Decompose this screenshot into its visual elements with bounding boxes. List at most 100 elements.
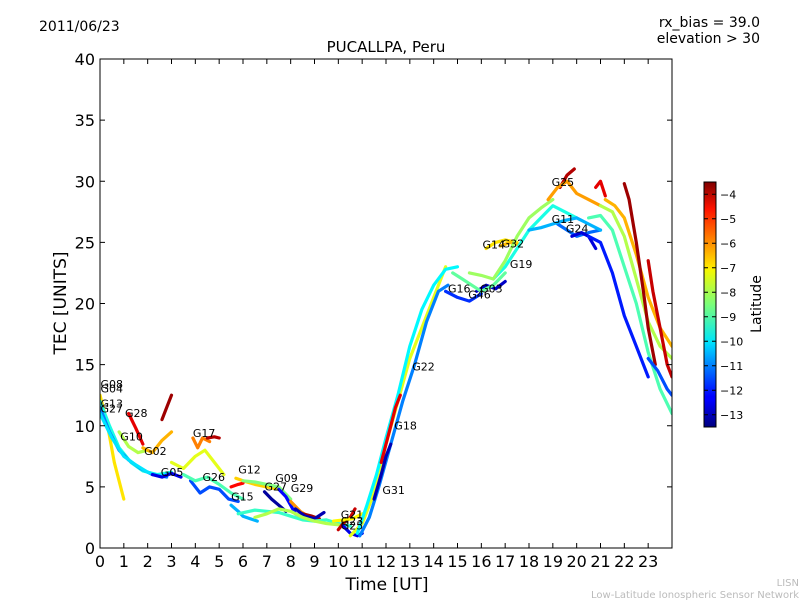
x-axis: 0 1 2 3 4 5 6 7 8 9 10 11 12 13 14 15 16 17 18 19 20 21 22 23 bbox=[95, 59, 658, 571]
x-tick-label: 14 bbox=[423, 552, 443, 571]
x-tick-label: 9 bbox=[309, 552, 319, 571]
elevation-label: elevation > 30 bbox=[657, 31, 760, 47]
satellite-label-g25: G25 bbox=[341, 520, 364, 533]
satellite-label-g05: G05 bbox=[161, 466, 184, 479]
satellite-label-g14: G14 bbox=[483, 239, 506, 252]
y-tick-label: 10 bbox=[75, 417, 95, 436]
x-tick-label: 3 bbox=[166, 552, 176, 571]
colorbar-tick-label: −12 bbox=[720, 384, 743, 397]
series-line-d8 bbox=[646, 356, 672, 397]
series-line-g06 bbox=[160, 393, 174, 422]
satellite-label-g29: G29 bbox=[291, 482, 314, 495]
satellite-label-g04: G04 bbox=[101, 383, 124, 396]
series-line-g32 bbox=[498, 240, 522, 248]
colorbar-ticks: −4 −5 −6 −7 −8 −9 −10 −11 −12 −13 bbox=[704, 188, 743, 422]
x-tick-label: 7 bbox=[262, 552, 272, 571]
rx-bias-label: rx_bias = 39.0 bbox=[659, 15, 760, 31]
satellite-label-g03: G03 bbox=[480, 283, 503, 296]
series-line-g17c bbox=[169, 448, 226, 477]
series-line-g23 bbox=[332, 512, 364, 523]
x-tick-label: 13 bbox=[400, 552, 420, 571]
series-line-g15 bbox=[229, 503, 259, 523]
x-tick-label: 21 bbox=[590, 552, 610, 571]
satellite-label-g13: G13 bbox=[101, 397, 124, 410]
x-tick-label: 22 bbox=[614, 552, 634, 571]
satellite-label-g12: G12 bbox=[238, 463, 261, 476]
satellite-label-g10: G10 bbox=[120, 430, 143, 443]
series-line-g19b bbox=[467, 198, 555, 281]
series-line-d6 bbox=[622, 182, 657, 367]
satellite-label-g02: G02 bbox=[144, 445, 167, 458]
colorbar-label: Latitude bbox=[749, 275, 765, 333]
x-tick-label: 11 bbox=[352, 552, 372, 571]
series-line-d3 bbox=[598, 204, 672, 361]
series-line-g26 bbox=[189, 479, 240, 504]
x-tick-label: 4 bbox=[190, 552, 200, 571]
x-tick-label: 16 bbox=[471, 552, 491, 571]
x-tick-label: 18 bbox=[519, 552, 539, 571]
series-line-r2 bbox=[358, 283, 450, 538]
y-tick-label: 25 bbox=[75, 233, 95, 252]
x-tick-label: 6 bbox=[238, 552, 248, 571]
y-tick-label: 30 bbox=[75, 172, 95, 191]
satellite-label-g19: G19 bbox=[510, 258, 533, 271]
satellite-label-g22: G22 bbox=[412, 361, 435, 374]
series-line-g28 bbox=[127, 411, 145, 446]
satellite-label-g27: G27 bbox=[265, 481, 288, 494]
satellite-label-g25: G25 bbox=[552, 176, 575, 189]
colorbar-tick-label: −5 bbox=[720, 213, 736, 226]
colorbar-tick-label: −4 bbox=[720, 188, 736, 201]
x-tick-label: 0 bbox=[95, 552, 105, 571]
satellite-label-g08: G08 bbox=[101, 378, 124, 391]
colorbar-tick-label: −8 bbox=[720, 286, 736, 299]
x-tick-label: 5 bbox=[214, 552, 224, 571]
series-line-d7 bbox=[646, 259, 672, 379]
satellite-label-g32: G32 bbox=[502, 237, 525, 250]
x-tick-label: 17 bbox=[495, 552, 515, 571]
satellite-label-g26: G26 bbox=[203, 471, 226, 484]
series-line-g12b bbox=[229, 481, 245, 489]
satellite-label-g28: G28 bbox=[125, 407, 148, 420]
series-line-r1 bbox=[355, 265, 460, 535]
y-axis: 0 5 10 15 20 25 30 35 40 bbox=[75, 50, 672, 558]
x-tick-label: 19 bbox=[543, 552, 563, 571]
y-tick-label: 40 bbox=[75, 50, 95, 69]
x-tick-label: 23 bbox=[638, 552, 658, 571]
series-line-g05 bbox=[150, 471, 183, 479]
series-line-d5 bbox=[594, 179, 607, 198]
colorbar-tick-label: −9 bbox=[720, 311, 736, 324]
series-line-g25c bbox=[546, 179, 603, 208]
series-line-b2 bbox=[253, 507, 340, 527]
footer-lisn: LISN bbox=[777, 578, 799, 589]
satellite-label-g16: G16 bbox=[448, 283, 471, 296]
y-tick-label: 15 bbox=[75, 356, 95, 375]
satellite-label-g11: G11 bbox=[552, 213, 575, 226]
series-line-g29c bbox=[293, 507, 326, 521]
y-axis-label: TEC [UNITS] bbox=[51, 251, 71, 355]
y-tick-label: 35 bbox=[75, 111, 95, 130]
series-line-d4 bbox=[603, 198, 672, 348]
series-line-g17 bbox=[191, 436, 212, 450]
satellite-label-g24: G24 bbox=[566, 223, 589, 236]
series-line-g31 bbox=[372, 442, 393, 501]
series-line-g19 bbox=[491, 204, 579, 281]
x-tick-label: 1 bbox=[119, 552, 129, 571]
series-line-g18 bbox=[379, 393, 402, 464]
colorbar-tick-label: −13 bbox=[720, 409, 743, 422]
series-line-d1 bbox=[586, 213, 672, 416]
series-line-g17b bbox=[205, 435, 221, 440]
series-line-g16 bbox=[444, 289, 483, 303]
series-line-g26b bbox=[181, 473, 245, 501]
satellite-label-g15: G15 bbox=[231, 490, 254, 503]
x-tick-label: 20 bbox=[566, 552, 586, 571]
satellite-label-g27: G27 bbox=[101, 402, 124, 415]
series-line-d2 bbox=[586, 234, 650, 379]
satellite-label-g46: G46 bbox=[468, 289, 491, 302]
series-line-g02 bbox=[141, 430, 174, 455]
colorbar-tick-label: −6 bbox=[720, 237, 736, 250]
date-label: 2011/06/23 bbox=[39, 19, 120, 35]
footer-network: Low-Latitude Ionospheric Sensor Network bbox=[591, 590, 799, 600]
series-line-g46 bbox=[451, 271, 507, 293]
series-line-g24 bbox=[570, 231, 598, 251]
